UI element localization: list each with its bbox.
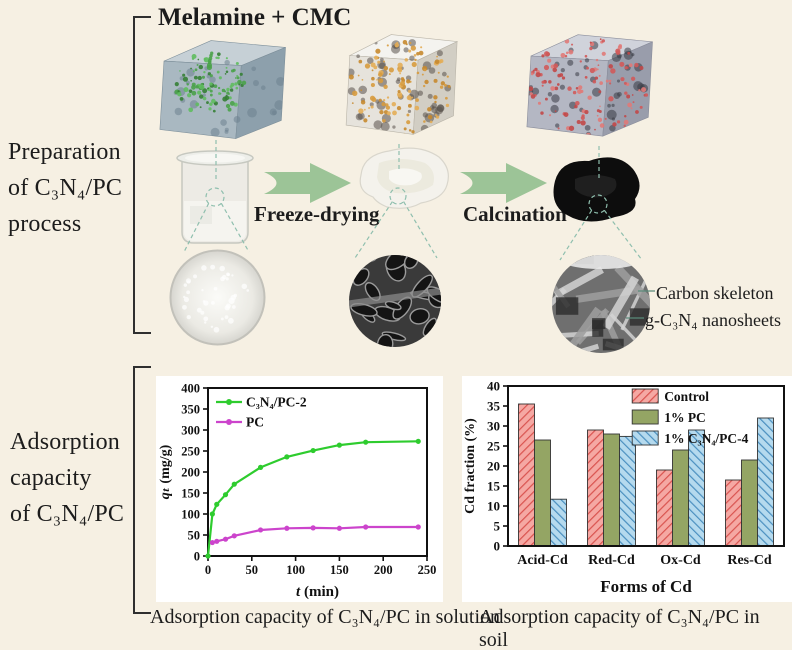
beaker-photo [176, 150, 254, 244]
adsorption-kinetics-line-chart: 0 50 100 150 200 250 300 350 400 0 50 100 150 200 250 t… [158, 382, 437, 601]
svg-text:0: 0 [194, 550, 200, 564]
cd-fraction-bar-chart: Acid-Cd Red-Cd Ox-Cd Res-Cd 0 5 10 15 20 25 30 35 40… [463, 379, 785, 596]
svg-text:250: 250 [181, 445, 200, 459]
bottom-section-bracket [133, 366, 151, 614]
svg-text:150: 150 [181, 487, 200, 501]
solution-closeup-circle [169, 249, 266, 346]
sem-porous-circle [349, 255, 441, 347]
caption-soil: Adsorption capacity of C₃N₄/PC in soil [479, 606, 760, 650]
svg-text:50: 50 [188, 529, 201, 543]
svg-text:200: 200 [374, 563, 393, 577]
freeze-dried-sample-photo [359, 147, 449, 209]
melamine-cmc-cube-render [159, 40, 286, 140]
svg-text:300: 300 [181, 424, 200, 438]
top-section-side-label: Preparation of C₃N₄/PC process [8, 139, 123, 237]
svg-text:Acid-Cd: Acid-Cd [517, 553, 568, 568]
top-section-bracket [133, 16, 151, 334]
svg-text:35: 35 [487, 399, 501, 414]
svg-text:PC: PC [246, 415, 264, 430]
svg-text:10: 10 [487, 499, 500, 514]
svg-text:Forms of Cd: Forms of Cd [600, 577, 692, 596]
sem-nanosheet-circle [552, 255, 650, 353]
svg-text:20: 20 [487, 459, 500, 474]
caption-solution: Adsorption capacity of C₃N₄/PC in soluti… [150, 606, 501, 628]
svg-text:Red-Cd: Red-Cd [588, 553, 635, 568]
svg-text:Cd fraction (%): Cd fraction (%) [463, 418, 478, 514]
nanosheets-label: g-C₃N₄ nanosheets [645, 310, 782, 330]
svg-text:150: 150 [330, 563, 349, 577]
svg-text:0: 0 [494, 539, 501, 554]
svg-text:350: 350 [181, 403, 200, 417]
svg-text:t (min): t (min) [296, 584, 339, 600]
bar-chart-panel: Acid-Cd Red-Cd Ox-Cd Res-Cd 0 5 10 15 20 25 30 35 40… [462, 376, 792, 602]
calcination-label: Calcination [463, 202, 567, 226]
line-chart-panel: 0 50 100 150 200 250 300 350 400 0 50 100 150 200 250 t… [156, 376, 443, 602]
svg-text:250: 250 [418, 563, 437, 577]
svg-text:C₃N₄/PC-2: C₃N₄/PC-2 [246, 395, 307, 410]
svg-text:1% C₃N₄/PC-4: 1% C₃N₄/PC-4 [664, 431, 748, 446]
svg-text:Res-Cd: Res-Cd [727, 553, 772, 568]
svg-text:5: 5 [494, 519, 501, 534]
svg-text:50: 50 [246, 563, 258, 577]
svg-text:1% PC: 1% PC [664, 410, 706, 425]
freeze-dried-cube-render [345, 34, 459, 135]
svg-text:Control: Control [664, 389, 709, 404]
svg-text:400: 400 [181, 382, 200, 396]
svg-text:40: 40 [487, 379, 500, 394]
diagram-title: Melamine + CMC [158, 4, 352, 31]
svg-text:qₜ (mg/g): qₜ (mg/g) [158, 444, 173, 499]
svg-text:100: 100 [286, 563, 305, 577]
svg-text:Ox-Cd: Ox-Cd [660, 553, 701, 568]
carbon-skeleton-label: Carbon skeleton [656, 283, 774, 303]
svg-text:30: 30 [487, 419, 500, 434]
calcined-cube-render [526, 34, 653, 137]
svg-text:200: 200 [181, 466, 200, 480]
svg-text:0: 0 [205, 563, 211, 577]
svg-text:15: 15 [487, 479, 501, 494]
process-arrow-calcination-icon [460, 163, 547, 203]
bottom-section-side-label: Adsorption capacity of C₃N₄/PC [10, 429, 125, 527]
process-arrow-freeze-drying-icon [264, 163, 351, 203]
svg-text:100: 100 [181, 508, 200, 522]
calcined-sample-photo [553, 157, 640, 222]
svg-text:25: 25 [487, 439, 501, 454]
